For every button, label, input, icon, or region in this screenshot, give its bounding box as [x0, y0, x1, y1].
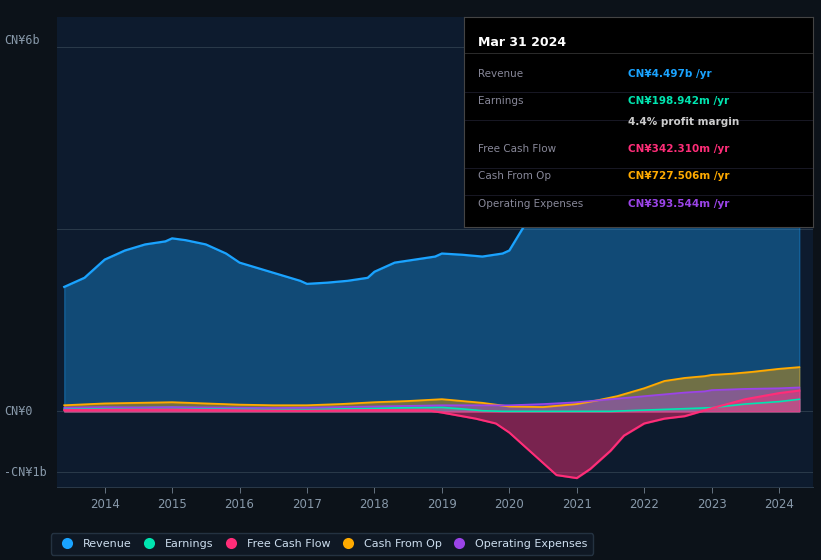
Legend: Revenue, Earnings, Free Cash Flow, Cash From Op, Operating Expenses: Revenue, Earnings, Free Cash Flow, Cash …: [51, 534, 593, 554]
Text: CN¥342.310m /yr: CN¥342.310m /yr: [628, 144, 729, 154]
Text: -CN¥1b: -CN¥1b: [4, 465, 47, 479]
Text: 4.4% profit margin: 4.4% profit margin: [628, 117, 739, 127]
Text: Earnings: Earnings: [478, 96, 523, 106]
Text: CN¥4.497b /yr: CN¥4.497b /yr: [628, 68, 712, 78]
Text: Operating Expenses: Operating Expenses: [478, 199, 583, 209]
Text: Revenue: Revenue: [478, 68, 523, 78]
Text: CN¥6b: CN¥6b: [4, 34, 39, 47]
Text: CN¥393.544m /yr: CN¥393.544m /yr: [628, 199, 729, 209]
Text: Mar 31 2024: Mar 31 2024: [478, 36, 566, 49]
Text: Cash From Op: Cash From Op: [478, 171, 551, 181]
Text: CN¥198.942m /yr: CN¥198.942m /yr: [628, 96, 729, 106]
Text: CN¥0: CN¥0: [4, 405, 33, 418]
Text: Free Cash Flow: Free Cash Flow: [478, 144, 556, 154]
Text: CN¥727.506m /yr: CN¥727.506m /yr: [628, 171, 729, 181]
